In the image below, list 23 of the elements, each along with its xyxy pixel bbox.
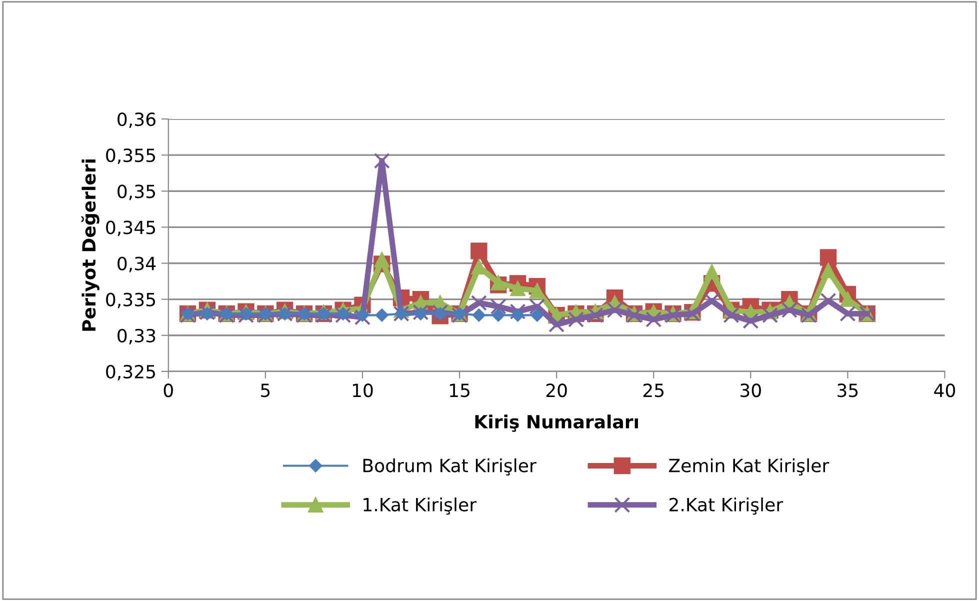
x-tick-label: 35: [838, 384, 858, 398]
legend-label: Zemin Kat Kirişler: [669, 458, 830, 476]
y-tick-label: 0,325: [106, 364, 156, 380]
legend-label: Bodrum Kat Kirişler: [363, 458, 536, 476]
legend-label: 2.Kat Kirişler: [670, 497, 784, 515]
legend-label: 1.Kat Kirişler: [364, 497, 477, 515]
y-tick-label: 0,33: [118, 328, 156, 344]
y-tick-label: 0,355: [106, 148, 156, 164]
y-tick-label: 0,35: [118, 184, 156, 200]
y-tick-label: 0,345: [106, 220, 156, 236]
x-tick-label: 30: [740, 384, 761, 398]
x-axis-title: Kiriş Numaraları: [475, 414, 638, 432]
x-tick-label: 25: [643, 384, 664, 398]
x-tick-label: 20: [546, 384, 567, 398]
x-tick-label: 10: [352, 384, 373, 398]
x-tick-label: 40: [934, 384, 956, 398]
y-tick-label: 0,34: [118, 256, 156, 272]
x-tick-label: 15: [450, 384, 470, 398]
x-tick-label: 5: [261, 384, 270, 398]
y-tick-label: 0,335: [106, 292, 156, 308]
y-tick-label: 0,36: [118, 112, 156, 128]
x-tick-label: 0: [164, 384, 173, 398]
y-axis-title: Periyot Değerleri: [81, 159, 100, 331]
